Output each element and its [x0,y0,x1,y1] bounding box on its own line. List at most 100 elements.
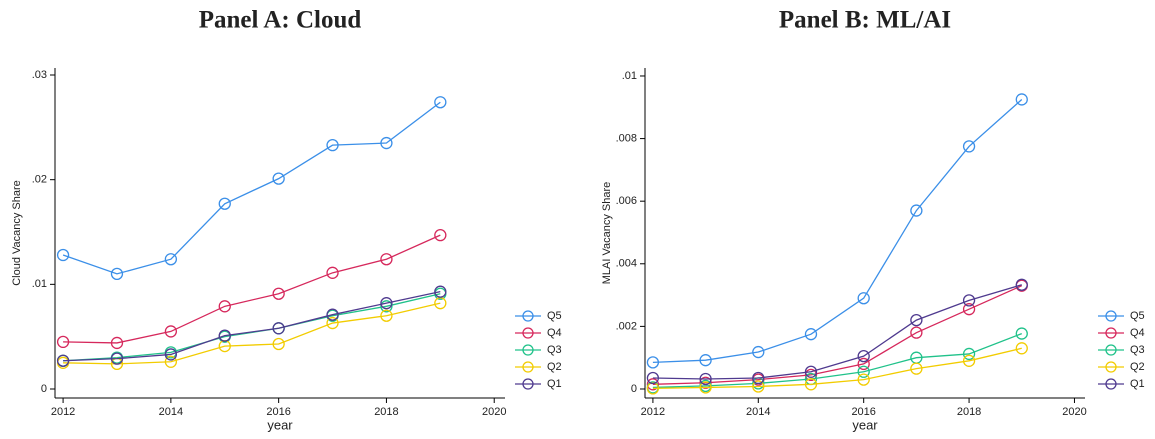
data-point [218,329,231,342]
data-point [857,373,870,386]
data-point [857,292,870,305]
x-tick-label: 2018 [957,406,981,418]
series-line [62,101,441,275]
series-line [63,291,441,362]
data-point [752,371,765,385]
data-point [326,138,339,152]
data-point [380,309,393,322]
data-point [56,354,70,367]
data-point [1015,278,1028,291]
legend-marker [1105,361,1117,373]
x-tick-label: 2016 [851,406,875,418]
data-point [857,349,870,363]
data-point [434,228,447,242]
data-point [804,378,818,391]
data-point [962,354,976,367]
y-tick-label: .008 [616,132,637,144]
series-line [63,234,441,344]
data-point [1015,342,1028,355]
legend-label: Q1 [547,378,562,390]
series-line [652,98,1023,364]
legend-marker [522,310,534,322]
y-tick-label: .01 [32,278,47,290]
x-tick-label: 2016 [266,406,290,418]
data-point [272,172,285,185]
data-point [752,345,765,359]
data-point [962,347,976,361]
data-point [380,297,393,310]
data-point [218,300,231,313]
data-point [380,136,393,150]
series-line [652,332,1023,389]
legend-label: Q4 [547,327,562,339]
data-point [326,316,339,330]
data-point [646,371,660,385]
legend-marker [522,361,534,373]
y-tick-label: .03 [32,69,47,81]
data-point [380,253,393,266]
x-tick-label: 2012 [51,406,75,418]
y-tick-label: 0 [631,383,637,395]
data-point [272,322,285,335]
x-axis-label: year [267,417,293,432]
y-tick-label: 0 [41,383,47,395]
data-point [434,285,447,298]
panel-title: Panel B: ML/AI [779,7,951,34]
data-point [962,294,976,307]
data-point [646,356,660,369]
data-point [910,313,923,327]
data-point [962,140,976,153]
legend-label: Q3 [547,344,562,356]
legend-marker [522,344,534,356]
legend-label: Q4 [1130,327,1145,339]
legend-marker [1105,344,1117,356]
data-point [326,266,339,279]
data-point [272,337,285,351]
data-point [434,96,447,109]
data-point [1015,327,1028,340]
data-point [218,197,231,210]
data-point [910,326,923,339]
data-point [699,354,712,367]
series-line [652,347,1022,390]
data-point [804,368,818,382]
data-point [164,325,178,338]
data-point [699,376,712,389]
y-tick-label: .006 [616,195,637,207]
x-tick-label: 2020 [1062,406,1086,418]
data-point [804,365,818,378]
y-tick-label: .004 [616,258,637,270]
series-line [63,302,441,365]
data-point [699,381,712,394]
data-point [164,348,178,361]
legend-label: Q5 [547,310,562,322]
data-point [1015,93,1028,106]
legend-label: Q1 [1130,378,1145,390]
data-point [857,357,870,371]
legend-marker [522,327,534,339]
series-line [652,284,1022,380]
data-point [164,355,178,368]
data-point [910,204,923,217]
data-point [164,253,178,266]
legend-marker [1105,327,1117,339]
x-tick-label: 2014 [746,406,770,418]
x-tick-label: 2020 [482,406,506,418]
data-point [56,248,70,262]
data-point [646,382,660,395]
legend-marker [1105,378,1117,390]
data-point [752,380,765,393]
data-point [857,365,870,378]
data-point [646,378,660,391]
legend-label: Q3 [1130,344,1145,356]
legend-marker [1105,310,1117,322]
data-point [56,335,70,349]
panel-title: Panel A: Cloud [199,7,362,34]
data-point [380,300,393,313]
x-axis-label: year [852,417,878,432]
series-line [652,285,1023,385]
legend-label: Q2 [1130,361,1145,373]
y-tick-label: .02 [32,174,47,186]
x-tick-label: 2018 [374,406,398,418]
